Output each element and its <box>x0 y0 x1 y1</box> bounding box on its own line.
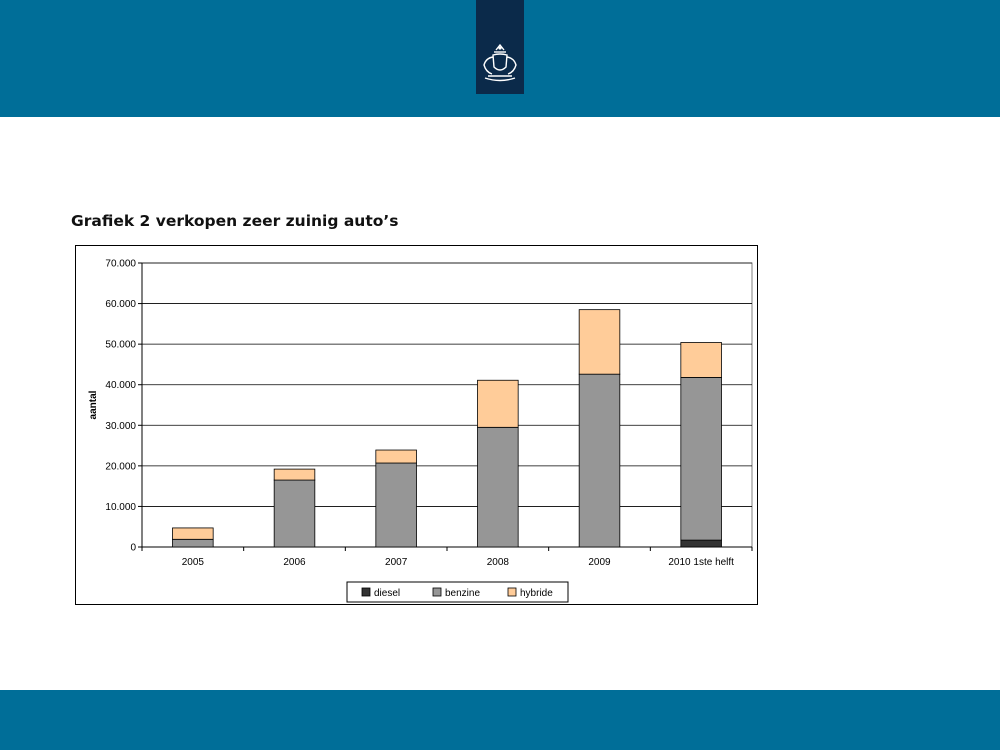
chart-title: Grafiek 2 verkopen zeer zuinig auto’s <box>71 212 399 230</box>
bar-hybride-2007 <box>375 449 417 464</box>
bar-diesel-2010-1ste-helft <box>680 539 722 548</box>
x-tick-label: 2006 <box>283 557 306 568</box>
y-axis-label: aantal <box>88 390 99 419</box>
y-tick-label: 0 <box>130 543 136 554</box>
bar-hybride-2005 <box>172 527 214 540</box>
chart-frame: 0 10.000 20.000 30.000 40.000 50.000 60.000 70.… <box>75 245 758 605</box>
header-band <box>0 0 1000 117</box>
footer-band <box>0 690 1000 750</box>
plot-area <box>141 262 753 548</box>
bar-benzine-2010-1ste-helft <box>680 377 722 541</box>
bar-hybride-2006 <box>273 468 316 481</box>
legend-swatch-benzine <box>432 587 442 597</box>
legend-label-hybride: hybride <box>520 588 553 599</box>
y-tick-label: 20.000 <box>105 461 136 472</box>
bar-hybride-2009 <box>578 309 621 375</box>
y-tick-label: 40.000 <box>105 380 136 391</box>
x-tick-label: 2007 <box>385 557 408 568</box>
y-tick-label: 60.000 <box>105 299 136 310</box>
y-tick-label: 10.000 <box>105 502 136 513</box>
bar-benzine-2008 <box>477 426 519 548</box>
x-tick-label: 2009 <box>588 557 611 568</box>
bar-hybride-2008 <box>477 379 519 428</box>
legend-label-benzine: benzine <box>445 588 480 599</box>
bar-benzine-2007 <box>375 462 417 548</box>
chart: 0 10.000 20.000 30.000 40.000 50.000 60.000 70.… <box>88 259 753 603</box>
legend <box>346 581 569 603</box>
bar-hybride-2010-1ste-helft <box>680 342 722 378</box>
royal-coat-of-arms-icon <box>483 43 517 82</box>
bar-benzine-2006 <box>273 479 316 548</box>
logo <box>476 0 524 94</box>
x-tick-label: 2005 <box>182 557 205 568</box>
y-tick-label: 70.000 <box>105 259 136 270</box>
x-tick-label: 2010 1ste helft <box>668 557 734 568</box>
y-tick-label: 50.000 <box>105 340 136 351</box>
bar-benzine-2009 <box>578 373 621 548</box>
legend-swatch-hybride <box>507 587 517 597</box>
legend-swatch-diesel <box>361 587 371 597</box>
y-tick-label: 30.000 <box>105 421 136 432</box>
legend-label-diesel: diesel <box>374 588 400 599</box>
bar-benzine-2005 <box>172 538 214 548</box>
x-tick-label: 2008 <box>487 557 510 568</box>
